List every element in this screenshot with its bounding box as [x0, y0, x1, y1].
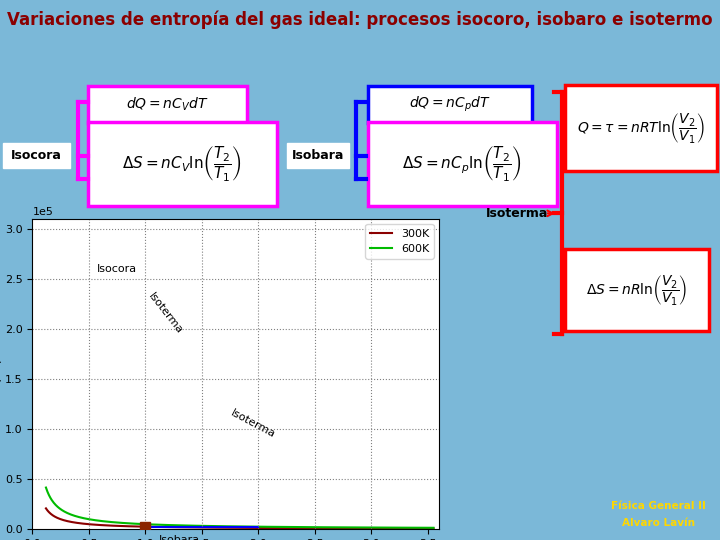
Text: Isocora: Isocora: [11, 149, 61, 162]
Text: $\Delta S = nC_p \ln\!\left(\dfrac{T_2}{T_1}\right)$: $\Delta S = nC_p \ln\!\left(\dfrac{T_2}{…: [402, 144, 522, 184]
Text: $dQ = nC_p dT$: $dQ = nC_p dT$: [409, 94, 491, 114]
Text: $\Delta S = nC_V \ln\!\left(\dfrac{T_2}{T_1}\right)$: $\Delta S = nC_V \ln\!\left(\dfrac{T_2}{…: [122, 144, 242, 184]
Text: $dQ = nC_V dT$: $dQ = nC_V dT$: [126, 96, 208, 113]
FancyBboxPatch shape: [287, 143, 349, 168]
Text: Física General II: Física General II: [611, 501, 706, 511]
Text: Isoterma: Isoterma: [485, 207, 548, 220]
Text: Alvaro Lavín: Alvaro Lavín: [621, 518, 695, 528]
Text: Isobara: Isobara: [292, 149, 344, 162]
Text: $\Delta S = nR\ln\!\left(\dfrac{V_2}{V_1}\right)$: $\Delta S = nR\ln\!\left(\dfrac{V_2}{V_1…: [586, 273, 688, 307]
Text: Isoterma: Isoterma: [229, 408, 276, 440]
Y-axis label: $P(Pa)$: $P(Pa)$: [0, 357, 4, 390]
FancyBboxPatch shape: [88, 122, 277, 206]
FancyBboxPatch shape: [565, 85, 717, 171]
Text: Variaciones de entropía del gas ideal: procesos isocoro, isobaro e isotermo: Variaciones de entropía del gas ideal: p…: [7, 10, 713, 29]
FancyBboxPatch shape: [565, 249, 709, 331]
Text: $Q=\tau=nRT\ln\!\left(\dfrac{V_2}{V_1}\right)$: $Q=\tau=nRT\ln\!\left(\dfrac{V_2}{V_1}\r…: [577, 111, 705, 145]
Text: Isoterma: Isoterma: [147, 292, 185, 336]
FancyBboxPatch shape: [368, 122, 557, 206]
FancyBboxPatch shape: [3, 143, 70, 168]
Legend: 300K, 600K: 300K, 600K: [365, 224, 433, 259]
Text: Isobara: Isobara: [159, 535, 200, 540]
Text: Isocora: Isocora: [96, 264, 137, 274]
FancyBboxPatch shape: [368, 85, 532, 123]
FancyBboxPatch shape: [88, 85, 247, 123]
